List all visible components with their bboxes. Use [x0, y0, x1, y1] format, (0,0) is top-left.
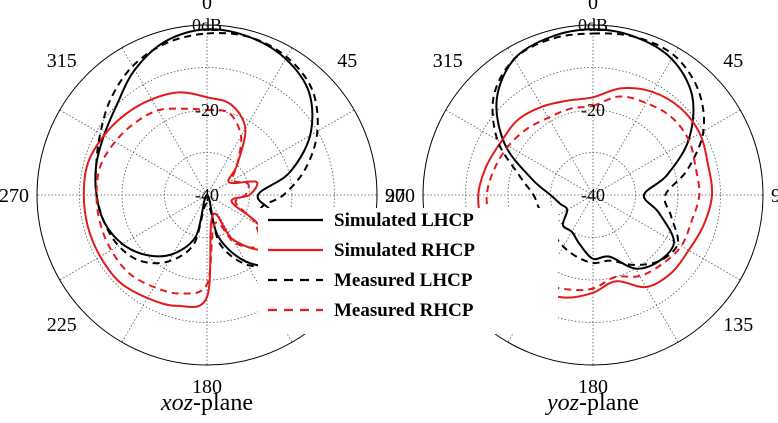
polar-grid-ring	[507, 109, 679, 281]
legend-label: Simulated LHCP	[334, 210, 474, 231]
angle-tick-label: 270	[385, 185, 415, 207]
polar-spoke	[59, 194, 208, 281]
polar-grid-ring	[79, 67, 335, 323]
polar-spoke	[59, 109, 208, 196]
series-measured-rhcp	[95, 107, 261, 295]
radial-tick-label: -40	[195, 185, 219, 205]
yoz-plane-polar-plot: 0dB-20-4004590135180225270315	[385, 0, 778, 398]
polar-spoke	[206, 47, 293, 196]
polar-spoke	[121, 47, 208, 196]
angle-tick-label: 45	[337, 50, 357, 72]
angle-tick-label: 225	[47, 314, 77, 336]
polar-spoke	[121, 194, 208, 343]
polar-spoke	[445, 109, 594, 196]
xoz-plane-polar-plot: 0dB-20-4004590135180225270315	[0, 0, 405, 398]
series-measured-lhcp	[491, 32, 706, 266]
yoz-plane-caption: yoz-plane	[545, 390, 639, 416]
radial-tick-label: -20	[581, 100, 605, 120]
polar-outer-ring	[422, 24, 764, 366]
polar-spoke	[592, 109, 741, 196]
series-simulated-rhcp	[82, 91, 265, 309]
angle-tick-label: 315	[433, 50, 463, 72]
angle-tick-label: 180	[578, 376, 608, 398]
series-measured-rhcp	[485, 95, 701, 292]
angle-tick-label: 135	[723, 314, 753, 336]
angle-tick-label: 270	[0, 185, 29, 207]
angle-tick-label: 0	[588, 0, 598, 14]
angle-tick-label: 45	[723, 50, 743, 72]
series-measured-lhcp	[94, 32, 319, 268]
legend: Simulated LHCP Simulated RHCP Measured LHC…	[258, 208, 558, 334]
yoz-caption-rest: -plane	[579, 390, 639, 416]
polar-outer-ring	[36, 24, 378, 366]
polar-grid-ring	[465, 67, 721, 323]
polar-spoke	[206, 109, 355, 196]
polar-spoke	[507, 47, 594, 196]
legend-background	[258, 208, 558, 334]
polar-spoke	[592, 194, 741, 281]
angle-tick-label: 0	[202, 0, 212, 14]
xoz-plane-caption: xoz-plane	[160, 390, 253, 416]
angle-tick-label: 90	[771, 185, 778, 207]
series-simulated-rhcp	[477, 87, 714, 299]
xoz-caption-italic: xoz	[160, 390, 194, 416]
radial-tick-label: -20	[195, 100, 219, 120]
angle-tick-label: 180	[192, 376, 222, 398]
radial-tick-label: 0dB	[192, 15, 222, 35]
legend-label: Measured LHCP	[334, 270, 473, 291]
xoz-caption-rest: -plane	[193, 390, 253, 416]
legend-label: Measured RHCP	[334, 300, 474, 321]
angle-tick-label: 315	[47, 50, 77, 72]
angle-tick-label: 90	[385, 185, 405, 207]
radial-tick-label: -40	[581, 185, 605, 205]
yoz-caption-italic: yoz	[545, 390, 580, 416]
polar-spoke	[592, 47, 679, 196]
legend-label: Simulated RHCP	[334, 240, 475, 261]
radial-tick-label: 0dB	[578, 15, 608, 35]
